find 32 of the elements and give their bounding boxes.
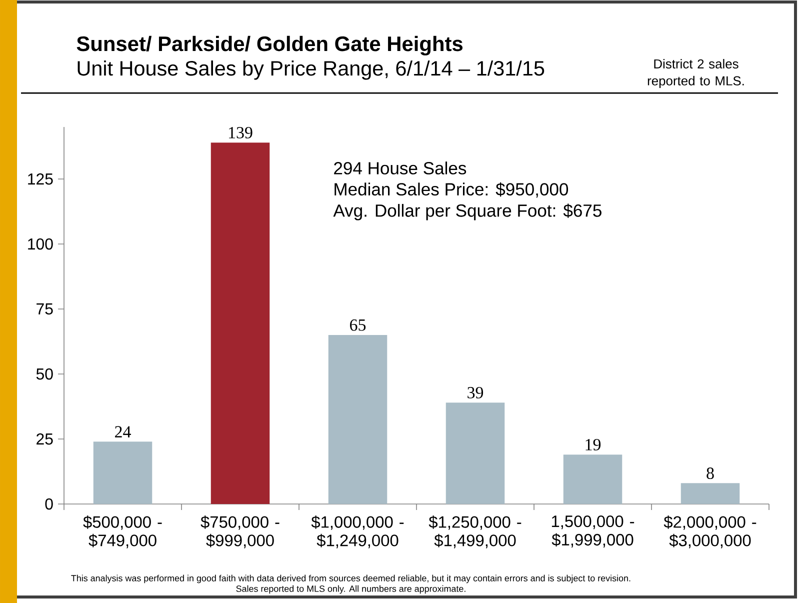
chart-title: Sunset/ Parkside/ Golden Gate Heights xyxy=(76,36,463,56)
y-tick-label: 100 xyxy=(28,238,53,250)
x-tick-label: $500,000 - $749,000 xyxy=(83,516,162,548)
text: This analysis was performed in good faith with data derived from sources deemed reliable, but it may contain errors and is subject to revision. xyxy=(71,574,630,584)
text: Sales reported to MLS only. All numbers are approximate. xyxy=(236,585,466,594)
data-label: 8 xyxy=(706,468,714,479)
x-tick-label: 1,500,000 - $1,999,000 xyxy=(552,516,634,548)
y-tick-label: 75 xyxy=(36,303,53,315)
annotation: Avg. Dollar per Square Foot: $675 xyxy=(333,204,602,220)
data-label: 39 xyxy=(468,387,484,398)
bar xyxy=(210,142,270,504)
x-tick-label: $2,000,000 - $3,000,000 xyxy=(664,516,756,548)
bar xyxy=(446,402,505,504)
y-tick-label: 125 xyxy=(28,173,53,185)
bar xyxy=(680,483,740,504)
text: District 2 sales reported to MLS. xyxy=(648,58,744,88)
bar xyxy=(93,442,152,504)
y-tick-label: 0 xyxy=(45,498,53,510)
data-label: 139 xyxy=(229,127,252,138)
data-label: 19 xyxy=(586,439,601,450)
x-tick-label: $750,000 - $999,000 xyxy=(200,516,280,548)
annotation: Median Sales Price: $950,000 xyxy=(334,182,568,198)
x-tick-label: $1,000,000 - $1,249,000 xyxy=(311,516,404,548)
y-tick-label: 50 xyxy=(36,368,53,380)
bar xyxy=(328,334,388,504)
annotation: 294 House Sales xyxy=(334,162,466,174)
data-label: 65 xyxy=(350,319,366,331)
x-tick-label: $1,250,000 - $1,499,000 xyxy=(428,516,522,548)
y-tick-label: 25 xyxy=(36,433,53,445)
chart-subtitle: Unit House Sales by Price Range, 6/1/14 – 1/31/15 xyxy=(78,60,544,80)
data-label: 24 xyxy=(115,426,131,438)
bar xyxy=(563,454,622,504)
